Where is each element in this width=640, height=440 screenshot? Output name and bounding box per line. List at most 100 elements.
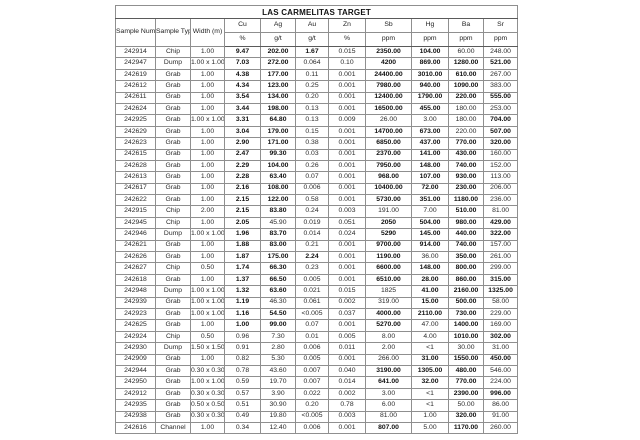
table-row: 242621 Grab 1.00 1.88 83.00 0.21 0.001 9700.00 9…	[115, 239, 519, 253]
cell-width: 1.00	[190, 148, 225, 161]
cell-sb: 968.00	[365, 171, 412, 184]
cell-zn: 0.015	[328, 45, 366, 59]
cell-cu: 0.49	[224, 410, 261, 423]
cell-width: 1.00	[190, 353, 225, 366]
cell-ag: 30.90	[260, 399, 296, 412]
cell-sr: 236.00	[482, 194, 519, 207]
cell-sr: 704.00	[482, 114, 519, 127]
cell-au: 0.006	[295, 342, 329, 355]
cell-cu: 2.28	[224, 171, 261, 184]
cell-ba: 730.00	[448, 307, 484, 321]
cell-ba: 220.00	[448, 91, 484, 104]
cell-sample-type: Chip	[155, 216, 191, 230]
cell-sb: 266.00	[365, 353, 412, 366]
cell-sample-type: Grab	[155, 319, 191, 332]
cell-sample-number: 242945	[115, 216, 156, 230]
unit-hg: ppm	[411, 32, 449, 47]
unit-ag: g/t	[260, 32, 296, 47]
cell-ag: 7.30	[260, 330, 296, 344]
cell-sample-type: Dump	[155, 285, 191, 298]
table-row: 242625 Grab 1.00 1.00 99.00 0.07 0.001 5270.00 4…	[115, 319, 519, 332]
cell-zn: 0.001	[328, 171, 366, 184]
cell-zn: 0.001	[328, 159, 366, 173]
table-row: 242930 Dump 1.50 x 1.50 0.91 2.80 0.006 0.011 2…	[115, 342, 519, 355]
cell-cu: 3.44	[224, 102, 261, 116]
cell-hg: 72.00	[411, 182, 449, 196]
cell-zn: 0.009	[328, 114, 366, 127]
cell-ag: 2.80	[260, 342, 296, 355]
cell-cu: 2.90	[224, 137, 261, 150]
cell-ba: 770.00	[448, 376, 484, 389]
cell-sample-number: 242948	[115, 285, 156, 298]
table-row: 242612 Grab 1.00 4.34 123.00 0.25 0.001 7980.00…	[115, 80, 519, 93]
cell-ba: 1180.00	[448, 194, 484, 207]
cell-hg: 1790.00	[411, 91, 449, 104]
col-header-cu: Cu	[224, 18, 261, 33]
table-row: 242945 Chip 1.00 2.05 45.90 0.019 0.051 2050 504…	[115, 216, 519, 230]
cell-width: 1.00	[190, 319, 225, 332]
cell-sample-type: Grab	[155, 182, 191, 196]
cell-sample-number: 242946	[115, 228, 156, 241]
cell-zn: 0.001	[328, 194, 366, 207]
cell-cu: 0.82	[224, 353, 261, 366]
cell-sb: 6850.00	[365, 137, 412, 150]
cell-sample-type: Grab	[155, 171, 191, 184]
col-header-sb: Sb	[365, 18, 412, 33]
cell-sample-number: 242621	[115, 239, 156, 253]
cell-sr: 58.00	[482, 296, 519, 310]
cell-width: 0.30 x 0.30	[190, 364, 225, 378]
cell-sb: 4000.00	[365, 307, 412, 321]
cell-sr: 302.00	[482, 330, 519, 344]
cell-sample-number: 242909	[115, 353, 156, 366]
cell-ba: 430.00	[448, 148, 484, 161]
cell-cu: 0.78	[224, 364, 261, 378]
cell-au: 0.006	[295, 421, 329, 435]
cell-cu: 2.15	[224, 194, 261, 207]
cell-ba: 50.00	[448, 399, 484, 412]
cell-sample-number: 242612	[115, 80, 156, 93]
cell-sb: 10400.00	[365, 182, 412, 196]
cell-zn: 0.015	[328, 285, 366, 298]
unit-sr: ppm	[482, 32, 519, 47]
cell-cu: 1.16	[224, 307, 261, 321]
cell-sample-number: 242623	[115, 137, 156, 150]
cell-au: 0.07	[295, 319, 329, 332]
cell-zn: 0.037	[328, 307, 366, 321]
cell-sample-type: Grab	[155, 273, 191, 287]
cell-ag: 272.00	[260, 57, 296, 70]
cell-width: 1.00	[190, 182, 225, 196]
table-row: 242615 Grab 1.00 2.47 99.30 0.03 0.001 2370.00 1…	[115, 148, 519, 161]
cell-sample-number: 242923	[115, 307, 156, 321]
cell-hg: 145.00	[411, 228, 449, 241]
cell-zn: 0.051	[328, 216, 366, 230]
cell-sb: 14700.00	[365, 125, 412, 139]
col-header-sr: Sr	[482, 18, 519, 33]
cell-zn: 0.001	[328, 102, 366, 116]
cell-au: 0.23	[295, 262, 329, 275]
cell-sb: 5290	[365, 228, 412, 241]
cell-sr: 169.00	[482, 319, 519, 332]
cell-hg: 5.00	[411, 421, 449, 435]
cell-sb: 319.00	[365, 296, 412, 310]
cell-sr: 315.00	[482, 273, 519, 287]
cell-hg: 4.00	[411, 330, 449, 344]
cell-sample-type: Dump	[155, 228, 191, 241]
cell-au: 0.007	[295, 364, 329, 378]
cell-ag: 63.40	[260, 171, 296, 184]
table-title: LAS CARMELITAS TARGET	[114, 5, 519, 19]
table-row: 242923 Grab 1.00 x 1.00 1.16 54.50 <0.005 0.03…	[115, 307, 519, 321]
cell-ba: 480.00	[448, 364, 484, 378]
table-row: 242925 Grab 1.00 x 1.00 3.31 64.80 0.13 0.009 2…	[115, 114, 519, 127]
cell-sample-type: Dump	[155, 57, 191, 70]
cell-ba: 30.00	[448, 342, 484, 355]
cell-sr: 320.00	[482, 137, 519, 150]
cell-zn: 0.001	[328, 125, 366, 139]
cell-sample-type: Chip	[155, 205, 191, 218]
cell-hg: 32.00	[411, 376, 449, 389]
cell-sb: 7980.00	[365, 80, 412, 93]
cell-zn: 0.78	[328, 399, 366, 412]
cell-hg: 47.00	[411, 319, 449, 332]
unit-cu: %	[224, 32, 261, 47]
cell-au: 0.019	[295, 216, 329, 230]
cell-zn: 0.001	[328, 68, 366, 82]
